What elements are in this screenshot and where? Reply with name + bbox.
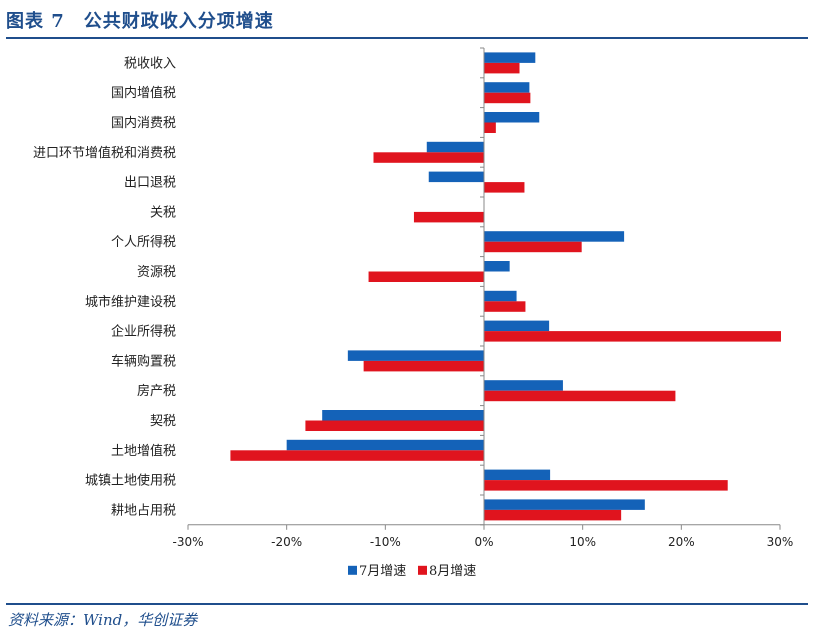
bar-aug-14 [484, 480, 728, 491]
bar-jul-1 [484, 82, 530, 93]
bar-jul-6 [484, 231, 625, 242]
bar-jul-9 [484, 320, 550, 332]
header-rule [6, 37, 808, 39]
bar-jul-2 [484, 112, 540, 123]
category-label-13: 土地增值税 [111, 443, 176, 459]
category-label-9: 企业所得税 [111, 324, 176, 340]
category-label-1: 国内增值税 [111, 85, 176, 101]
x-tick-label-0: -30% [172, 535, 203, 549]
bar-aug-9 [484, 331, 781, 342]
x-tick-label-6: 30% [767, 535, 794, 549]
bar-jul-4 [428, 171, 484, 183]
horizontal-bar-chart: 税收收入国内增值税国内消费税进口环节增值税和消费税出口退税关税个人所得税资源税城… [33, 47, 794, 579]
category-label-2: 国内消费税 [111, 115, 176, 131]
category-label-15: 耕地占用税 [111, 502, 176, 518]
legend-swatch-1 [418, 565, 427, 575]
bar-aug-3 [373, 152, 484, 163]
legend-label-1: 8月增速 [429, 564, 476, 579]
bar-aug-1 [484, 92, 531, 104]
bar-aug-2 [484, 122, 496, 133]
source-note: 资料来源：Wind，华创证券 [8, 611, 198, 629]
figure-header: 图表 7 公共财政收入分项增速 [0, 0, 814, 40]
bar-aug-0 [484, 62, 520, 74]
bar-aug-10 [363, 360, 484, 372]
x-tick-label-3: 0% [474, 535, 493, 549]
bar-aug-12 [305, 420, 484, 431]
bar-jul-8 [484, 290, 517, 302]
bar-jul-15 [484, 499, 645, 510]
bar-aug-15 [484, 509, 622, 521]
bar-aug-6 [484, 241, 582, 253]
category-label-12: 契税 [150, 414, 176, 429]
legend-swatch-0 [348, 565, 357, 575]
x-tick-label-1: -20% [271, 535, 302, 549]
bar-aug-5 [413, 211, 484, 223]
category-label-6: 个人所得税 [111, 234, 176, 250]
figure-title: 图表 7 公共财政收入分项增速 [6, 11, 274, 32]
bar-jul-14 [484, 469, 551, 481]
bar-aug-8 [484, 301, 526, 312]
category-label-14: 城镇土地使用税 [85, 473, 176, 489]
bar-aug-4 [484, 182, 525, 193]
bar-aug-7 [368, 271, 484, 282]
bar-jul-12 [322, 410, 484, 421]
category-label-5: 关税 [150, 205, 176, 220]
bar-jul-0 [484, 52, 536, 63]
x-tick-label-4: 10% [569, 535, 596, 549]
category-label-0: 税收收入 [124, 56, 176, 71]
category-label-7: 资源税 [137, 265, 176, 280]
bar-jul-10 [347, 350, 484, 361]
bar-jul-7 [484, 261, 510, 272]
bar-aug-13 [230, 450, 484, 461]
bar-jul-11 [484, 380, 563, 391]
x-tick-label-5: 20% [668, 535, 695, 549]
category-label-10: 车辆购置税 [111, 353, 176, 369]
category-label-8: 城市维护建设税 [85, 294, 176, 310]
bar-aug-11 [484, 390, 676, 402]
x-tick-label-2: -10% [370, 535, 401, 549]
footer-rule [6, 603, 808, 605]
category-label-4: 出口退税 [124, 176, 176, 191]
category-label-11: 房产税 [137, 383, 176, 399]
bar-jul-3 [426, 141, 484, 153]
category-label-3: 进口环节增值税和消费税 [33, 145, 176, 161]
bar-jul-13 [286, 439, 484, 451]
legend-label-0: 7月增速 [359, 564, 406, 579]
